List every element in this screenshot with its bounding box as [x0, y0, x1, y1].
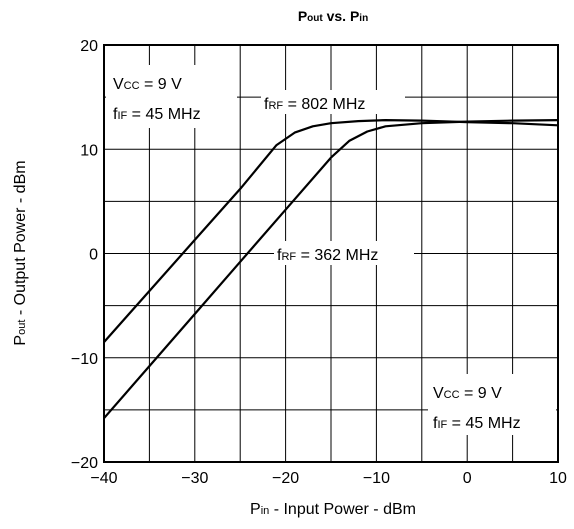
curve-label-bg-802 [261, 90, 405, 114]
x-tick-label: −40 [90, 470, 117, 487]
legend-box-top-left [106, 65, 237, 128]
y-tick-label: 0 [89, 247, 98, 264]
x-axis-label: Pin - Input Power - dBm [250, 501, 416, 518]
y-axis-label: Pout - Output Power - dBm [12, 160, 29, 345]
vcc-label-top: VCC = 9 V [113, 76, 182, 93]
y-tick-label: −20 [71, 455, 98, 472]
series-label-362: fRF = 362 MHz [277, 247, 378, 264]
x-tick-label: −10 [363, 470, 390, 487]
y-tick-label: 20 [80, 38, 98, 55]
vcc-label-bottom: VCC = 9 V [433, 385, 502, 402]
x-tick-label: 0 [463, 470, 472, 487]
curves [103, 118, 559, 419]
y-tick-label: 10 [80, 142, 98, 159]
chart-title: Pout vs. Pin [298, 8, 368, 24]
curve-label-bg-362 [274, 241, 414, 265]
y-tick-label: −10 [71, 351, 98, 368]
fif-label-top: fIF = 45 MHz [113, 106, 201, 123]
x-tick-label: −30 [181, 470, 208, 487]
x-tick-label: 10 [549, 470, 567, 487]
legend-box-bottom-right [428, 374, 556, 435]
fif-label-bottom: fIF = 45 MHz [433, 415, 521, 432]
x-tick-label: −20 [272, 470, 299, 487]
tick-labels: −40 −30 −20 −10 0 10 20 10 0 −10 −20 [71, 38, 567, 487]
series-line-362mhz [103, 119, 559, 419]
series-label-802: fRF = 802 MHz [264, 96, 365, 113]
plot-frame [103, 44, 559, 463]
